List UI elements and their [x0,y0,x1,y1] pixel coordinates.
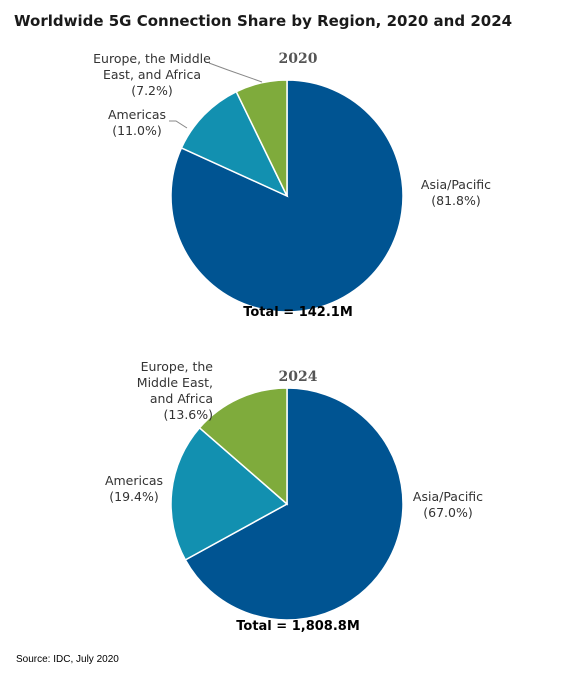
slice-label-asia-pacific: Asia/Pacific (67.0%) [413,489,483,520]
slice-label-americas: Americas (11.0%) [108,107,166,138]
pie-chart-2024: 2024 Asia/Pacific (67.0%) Americas (19.4%) Eu… [105,359,483,634]
pie-total-label: Total = 142.1M [243,305,353,320]
pie-slice-americas [180,90,289,198]
label-leader-line [208,62,263,83]
pie-slice-emea [198,387,288,506]
slice-label-emea: Europe, the Middle East, and Africa (13.6%) [137,359,214,422]
slice-label-americas: Americas (19.4%) [105,473,163,504]
pie-year-title: 2020 [279,51,318,67]
label-leader-line [169,120,188,129]
pie-total-label: Total = 1,808.8M [236,619,360,634]
pie-slice-emea [235,79,288,197]
pie-chart-2020: 2020 Asia/Pacific (81.8%) Americas (11.0%) Eu… [93,51,491,320]
pie-slice-asia-pacific [184,387,404,621]
pie-slice-americas [170,426,289,561]
slice-label-asia-pacific: Asia/Pacific (81.8%) [421,177,491,208]
slice-label-emea: Europe, the Middle East, and Africa (7.2%) [93,51,211,98]
pie-year-title: 2024 [279,369,318,385]
chart-title: Worldwide 5G Connection Share by Region,… [14,12,512,30]
source-note: Source: IDC, July 2020 [16,654,119,665]
